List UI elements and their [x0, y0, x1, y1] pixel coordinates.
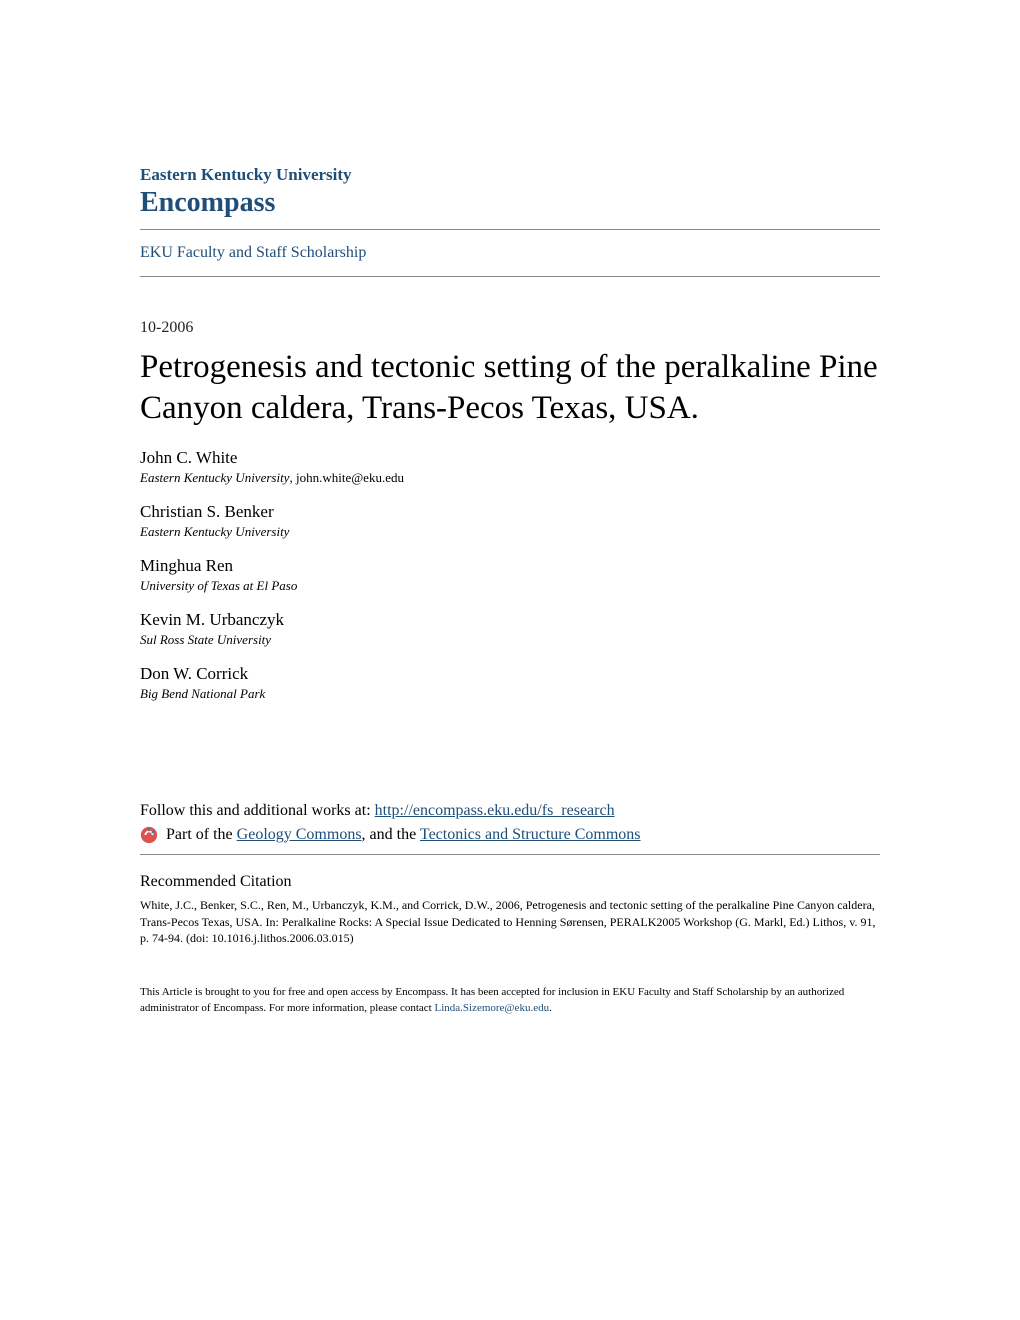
author-block: Minghua Ren University of Texas at El Pa… — [140, 556, 880, 594]
author-affiliation: Sul Ross State University — [140, 632, 880, 648]
author-name: Minghua Ren — [140, 556, 880, 576]
citation-heading: Recommended Citation — [140, 873, 880, 891]
author-name: Don W. Corrick — [140, 664, 880, 684]
author-affiliation: Big Bend National Park — [140, 686, 880, 702]
author-affiliation: Eastern Kentucky University — [140, 524, 880, 540]
author-block: Kevin M. Urbanczyk Sul Ross State Univer… — [140, 610, 880, 648]
author-name: John C. White — [140, 448, 880, 468]
follow-url-link[interactable]: http://encompass.eku.edu/fs_research — [375, 802, 615, 819]
author-name: Kevin M. Urbanczyk — [140, 610, 880, 630]
footer-after: . — [549, 1002, 552, 1014]
divider-line — [140, 229, 880, 230]
header-section: Eastern Kentucky University Encompass EK… — [140, 165, 880, 277]
footer-text: This Article is brought to you for free … — [140, 985, 880, 1016]
institution-name: Eastern Kentucky University — [140, 165, 880, 185]
commons-link-2[interactable]: Tectonics and Structure Commons — [420, 826, 641, 843]
article-title: Petrogenesis and tectonic setting of the… — [140, 347, 880, 430]
divider-line — [140, 276, 880, 277]
citation-section: Recommended Citation White, J.C., Benker… — [140, 873, 880, 947]
repository-name[interactable]: Encompass — [140, 187, 880, 219]
publication-date: 10-2006 — [140, 319, 880, 337]
commons-link-1[interactable]: Geology Commons — [237, 826, 362, 843]
part-of-prefix: Part of the — [162, 826, 237, 843]
author-block: John C. White Eastern Kentucky Universit… — [140, 448, 880, 486]
part-of-line: Part of the Geology Commons, and the Tec… — [140, 826, 880, 844]
citation-text: White, J.C., Benker, S.C., Ren, M., Urba… — [140, 897, 880, 947]
author-block: Don W. Corrick Big Bend National Park — [140, 664, 880, 702]
author-affiliation: Eastern Kentucky University, john.white@… — [140, 470, 880, 486]
footer-contact-link[interactable]: Linda.Sizemore@eku.edu — [434, 1002, 549, 1014]
follow-prefix: Follow this and additional works at: — [140, 802, 375, 819]
follow-line: Follow this and additional works at: htt… — [140, 802, 880, 820]
commons-separator: , and the — [362, 826, 420, 843]
network-icon — [140, 826, 158, 844]
collection-link[interactable]: EKU Faculty and Staff Scholarship — [140, 244, 880, 262]
author-affiliation: University of Texas at El Paso — [140, 578, 880, 594]
author-name: Christian S. Benker — [140, 502, 880, 522]
author-email: , john.white@eku.edu — [289, 470, 404, 485]
divider-line — [140, 854, 880, 855]
follow-section: Follow this and additional works at: htt… — [140, 802, 880, 855]
author-block: Christian S. Benker Eastern Kentucky Uni… — [140, 502, 880, 540]
